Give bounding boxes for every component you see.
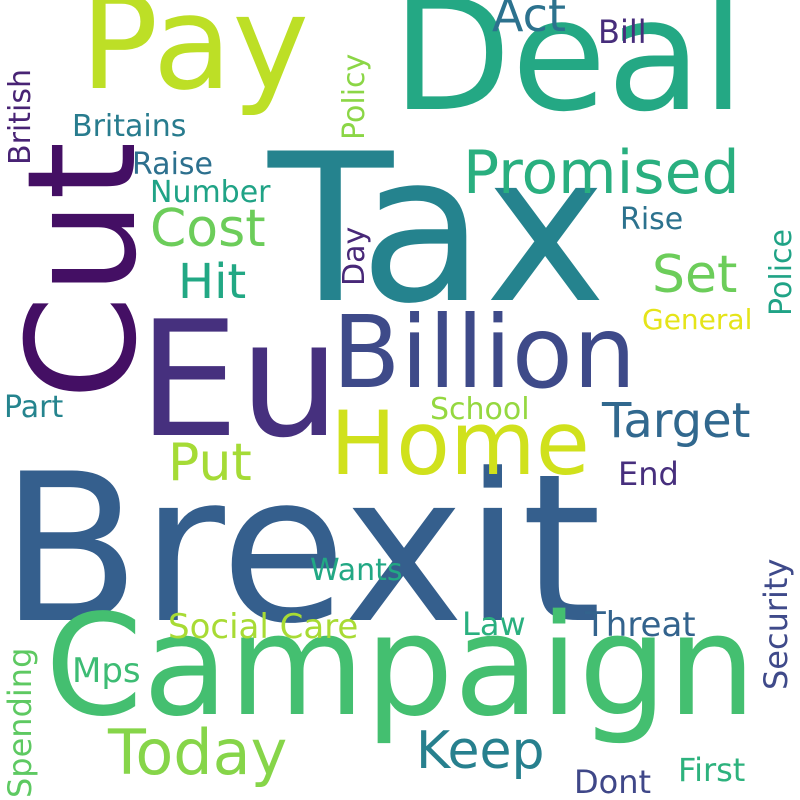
word-today: Today xyxy=(108,716,288,789)
word-wants: Wants xyxy=(310,553,403,588)
word-campaign: Campaign xyxy=(45,585,757,748)
word-hit: Hit xyxy=(178,254,247,310)
word-britains: Britains xyxy=(72,109,187,144)
word-mps: Mps xyxy=(72,651,141,691)
word-general: General xyxy=(642,303,753,336)
word-pay: Pay xyxy=(80,0,310,119)
word-act: Act xyxy=(492,0,566,42)
word-cost: Cost xyxy=(150,199,266,259)
word-promised: Promised xyxy=(463,138,740,208)
word-threat: Threat xyxy=(585,605,696,645)
word-british: British xyxy=(3,69,38,165)
word-police: Police xyxy=(764,229,799,316)
word-put: Put xyxy=(168,433,252,493)
word-billion: Billion xyxy=(332,294,637,411)
word-cut: Cut xyxy=(0,141,170,400)
word-raise: Raise xyxy=(132,147,213,182)
word-end: End xyxy=(618,455,679,493)
word-policy: Policy xyxy=(337,53,372,140)
word-part: Part xyxy=(4,390,64,425)
word-security: Security xyxy=(757,558,795,690)
word-number: Number xyxy=(150,175,271,210)
word-home: Home xyxy=(330,392,590,495)
word-keep: Keep xyxy=(416,721,545,781)
word-eu: Eu xyxy=(138,286,341,473)
word-school: School xyxy=(430,392,530,427)
word-rise: Rise xyxy=(620,202,684,237)
word-brexit: Brexit xyxy=(0,431,602,669)
word-law: Law xyxy=(462,605,526,643)
word-target: Target xyxy=(602,393,751,449)
word-dont: Dont xyxy=(574,763,652,800)
word-day: Day xyxy=(337,226,372,286)
word-spending: Spending xyxy=(1,647,39,798)
word-first: First xyxy=(678,751,746,789)
word-bill: Bill xyxy=(598,13,647,51)
word-deal: Deal xyxy=(392,0,745,146)
word-set: Set xyxy=(652,245,738,305)
word-tax: Tax xyxy=(268,111,607,349)
word-social-care: Social Care xyxy=(168,607,359,647)
